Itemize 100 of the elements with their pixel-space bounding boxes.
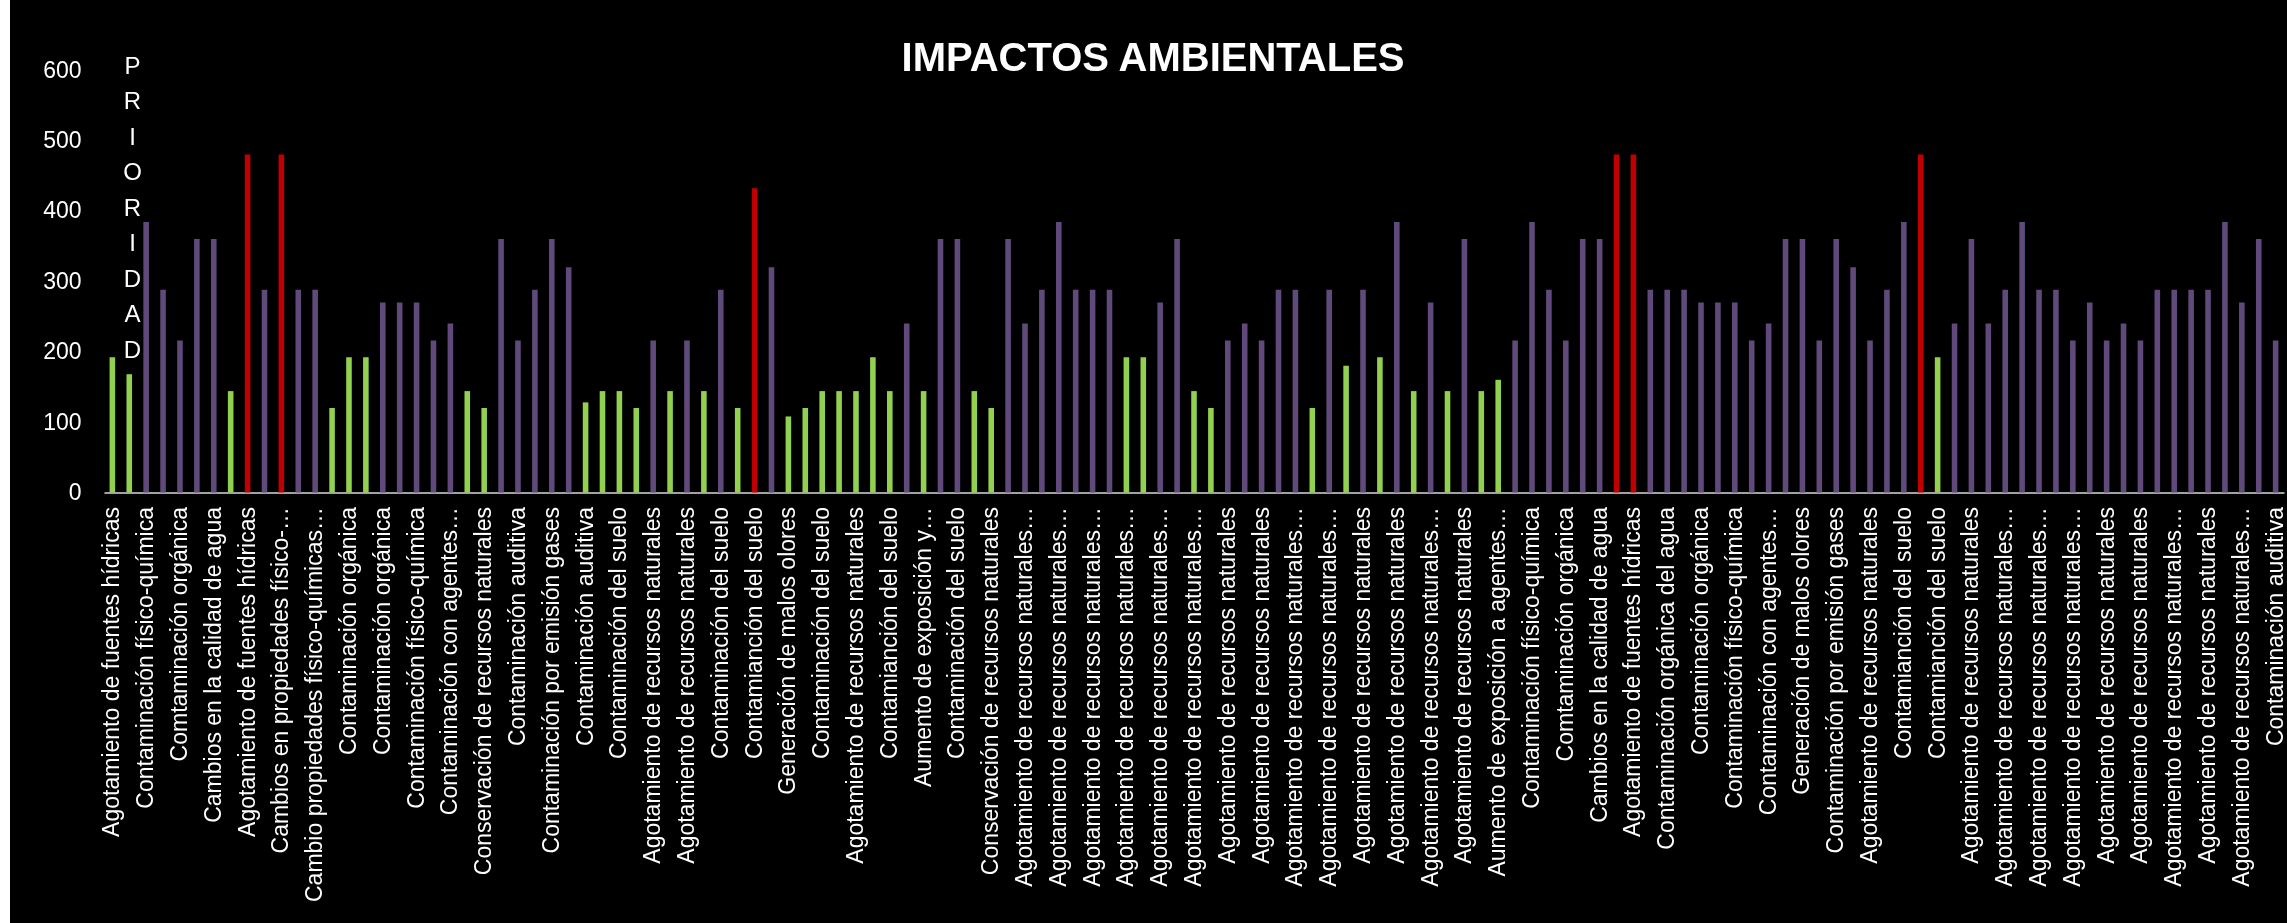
x-tick-label: Agotamiento de recursos naturales — [1247, 507, 1274, 864]
bar — [1765, 323, 1772, 493]
bar — [1799, 239, 1806, 493]
bar — [2188, 289, 2194, 493]
x-tick-label: Contaminación físico-química — [1720, 506, 1747, 809]
x-tick-label: Agotamiento de recursos naturales — [1856, 507, 1883, 864]
x-tick-label: Agotamiento de recursos naturales — [2092, 507, 2119, 864]
bar — [413, 302, 420, 493]
bar — [971, 391, 978, 493]
bar — [1225, 340, 1231, 493]
x-tick-label: Contaminación del suelo — [706, 507, 733, 759]
bar — [2255, 239, 2262, 493]
x-tick-label: Agotamiento de recursos naturales — [1957, 507, 1984, 864]
text: PRIORIDAD — [123, 51, 142, 363]
bar — [295, 289, 302, 493]
x-tick-label: Contaminación auditiva — [503, 506, 530, 747]
bar — [346, 357, 352, 493]
y-tick-label: 200 — [43, 338, 82, 365]
bar — [1901, 222, 1907, 493]
bar — [1664, 289, 1670, 493]
x-tick-label: Agotamiento de fuentes hídricas — [1619, 507, 1646, 837]
bar — [1056, 222, 1062, 493]
bar — [1934, 357, 1941, 493]
x-tick-label: Contaminación auditiva — [2261, 506, 2287, 747]
bar — [515, 340, 521, 493]
bar — [261, 289, 268, 493]
x-tick-label: Generación de malos olores — [774, 507, 801, 795]
y-tick-label: 300 — [43, 267, 82, 294]
bar — [1241, 323, 1248, 493]
bar — [2036, 289, 2042, 493]
bar — [718, 289, 724, 493]
bar — [1275, 289, 1282, 493]
bar — [701, 391, 707, 493]
x-tick-label: Comtaminación orgánica — [1551, 506, 1578, 762]
bar — [1360, 289, 1366, 493]
bar — [1326, 289, 1332, 493]
y-tick-label: 500 — [43, 126, 82, 153]
x-tick-label: Contaminación por emisión gases — [537, 507, 564, 854]
bar — [227, 391, 234, 493]
bar — [498, 239, 504, 493]
bar — [447, 323, 454, 493]
x-tick-label: Agotamiento de recursos naturales… — [2160, 507, 2187, 887]
x-tick-label: Agotamiento de recursos naturales… — [1281, 507, 1308, 887]
bar — [2019, 222, 2025, 493]
bar — [1985, 323, 1992, 493]
x-tick-label: Cambios en la calidad de agua — [1585, 506, 1612, 823]
x-tick-label: Agotamiento de recursos naturales… — [1044, 507, 1071, 887]
x-tick-label: Aumento de exposición y… — [909, 507, 936, 787]
bar — [616, 391, 623, 493]
bar — [396, 302, 403, 493]
x-tick-label: Agotamiento de recursos naturales — [1213, 507, 1240, 864]
bar — [2239, 302, 2245, 493]
x-tick-label: Contaminación orgánica — [1687, 506, 1714, 756]
x-tick-label: Agotamiento de recursos naturales — [1450, 507, 1477, 864]
bar — [2070, 340, 2076, 493]
x-tick-label: Agotamiento de recursos naturales — [841, 507, 868, 864]
bar — [1478, 391, 1485, 493]
bar — [2272, 340, 2279, 493]
x-tick-label: Contaminación físico-química — [1518, 506, 1545, 809]
x-tick-label: Agotamiento de recursos naturales — [2126, 507, 2153, 864]
bar — [903, 323, 910, 493]
x-tick-label: Agotamiento de recursos naturales — [1382, 507, 1409, 864]
bar — [751, 188, 758, 493]
bar — [2120, 323, 2127, 493]
bar — [430, 340, 437, 493]
bar — [1377, 357, 1383, 493]
bar — [565, 267, 572, 493]
bar — [1613, 154, 1620, 493]
x-tick-label: Agotamiento de recursos naturales… — [2025, 507, 2052, 887]
bar — [363, 357, 369, 493]
bar — [1884, 289, 1890, 493]
bar — [1563, 340, 1569, 493]
bar — [1123, 357, 1130, 493]
bar — [109, 357, 116, 493]
x-tick-label: Cambio propiedades físico-químicas… — [301, 507, 328, 903]
bar — [2137, 340, 2144, 493]
bar — [684, 340, 690, 493]
bar — [836, 391, 842, 493]
x-tick-label: Agotamiento de recursos naturales… — [2227, 507, 2254, 887]
bar — [2171, 289, 2178, 493]
bar — [920, 391, 927, 493]
x-tick-label: Contaminación orgánica — [368, 506, 395, 756]
x-tick-label: Contaminación orgánica del agua — [1653, 506, 1680, 850]
bar — [1647, 289, 1654, 493]
bar — [853, 391, 859, 493]
bar — [1157, 302, 1163, 493]
x-tick-label: Contaminación del suelo — [808, 507, 835, 759]
x-tick-label: Comtaminación orgánica — [165, 506, 192, 762]
bar — [1410, 391, 1417, 493]
bar — [870, 357, 876, 493]
x-tick-label: Aumento de exposición a agentes… — [1484, 507, 1511, 877]
x-tick-label: Agotamiento de recursos naturales… — [1112, 507, 1139, 887]
bar — [1444, 391, 1451, 493]
x-tick-label: Contaminación del suelo — [605, 507, 632, 759]
bar — [819, 391, 825, 493]
bar — [1022, 323, 1028, 493]
bar — [1106, 289, 1113, 493]
x-tick-label: Cambios en propiedades físico-… — [267, 507, 294, 854]
bar — [1782, 239, 1789, 493]
x-tick-label: Conservación de recursos naturales — [470, 507, 497, 876]
